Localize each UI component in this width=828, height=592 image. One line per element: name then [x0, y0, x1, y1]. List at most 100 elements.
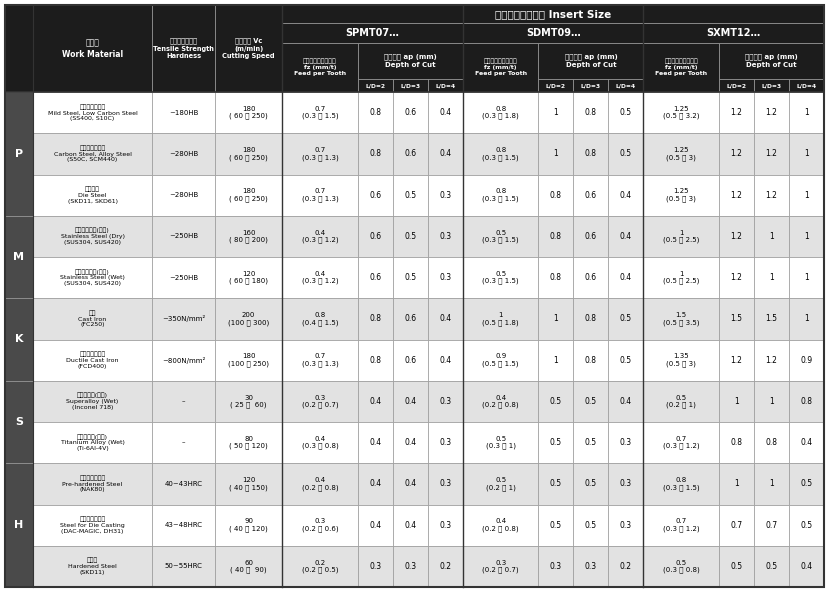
Bar — [152, 215, 214, 257]
Bar — [608, 298, 643, 339]
Bar — [753, 504, 788, 546]
Bar — [718, 546, 753, 587]
Text: 0.8: 0.8 — [369, 108, 381, 117]
Text: ~180HB: ~180HB — [169, 110, 198, 115]
Bar — [427, 339, 462, 381]
Text: 0.9: 0.9 — [800, 356, 811, 365]
Text: 1
(0.5 〜 1.8): 1 (0.5 〜 1.8) — [482, 312, 518, 326]
Text: L/D=3: L/D=3 — [400, 83, 420, 88]
Text: 0.8: 0.8 — [585, 108, 596, 117]
Text: 切削速度 Vc
(m/min)
Cutting Speed: 切削速度 Vc (m/min) Cutting Speed — [222, 38, 275, 59]
Bar — [608, 92, 643, 133]
Text: ~280HB: ~280HB — [169, 192, 198, 198]
Bar — [753, 546, 788, 587]
Bar — [788, 339, 823, 381]
Bar — [32, 175, 152, 215]
Text: 0.3: 0.3 — [439, 191, 451, 200]
Text: 0.4: 0.4 — [404, 438, 416, 447]
Text: 0.5: 0.5 — [764, 562, 777, 571]
Text: 引張強さ・硬さ
Tensile Strength
Hardness: 引張強さ・硬さ Tensile Strength Hardness — [153, 38, 214, 59]
Text: ~280HB: ~280HB — [169, 151, 198, 157]
Bar — [573, 381, 608, 422]
Bar — [537, 257, 573, 298]
Bar — [462, 133, 537, 175]
Text: 1.35
(0.5 〜 3): 1.35 (0.5 〜 3) — [666, 353, 696, 367]
Bar — [608, 422, 643, 464]
Text: 0.4: 0.4 — [404, 480, 416, 488]
Text: 1: 1 — [803, 314, 808, 323]
Bar — [5, 298, 32, 339]
Bar — [5, 92, 32, 133]
Bar — [537, 546, 573, 587]
Text: 0.4: 0.4 — [404, 397, 416, 406]
Bar — [427, 257, 462, 298]
Text: 0.5: 0.5 — [584, 397, 596, 406]
Text: 0.4
(0.2 〜 0.8): 0.4 (0.2 〜 0.8) — [301, 477, 338, 491]
Text: 0.8
(0.3 〜 1.8): 0.8 (0.3 〜 1.8) — [482, 106, 518, 120]
Text: 1: 1 — [734, 397, 738, 406]
Text: 1
(0.5 〜 2.5): 1 (0.5 〜 2.5) — [662, 230, 699, 243]
Text: 切込深さ ap (mm)
Depth of Cut: 切込深さ ap (mm) Depth of Cut — [744, 54, 797, 68]
Bar — [788, 422, 823, 464]
Text: 0.8: 0.8 — [729, 438, 742, 447]
Bar — [358, 464, 392, 504]
Bar — [152, 504, 214, 546]
Text: 0.8: 0.8 — [585, 356, 596, 365]
Text: 200
(100 〜 300): 200 (100 〜 300) — [228, 312, 269, 326]
Text: 1: 1 — [803, 108, 808, 117]
Text: プリハードン鉰
Pre-hardened Steel
(NAK80): プリハードン鉰 Pre-hardened Steel (NAK80) — [62, 475, 123, 493]
Text: 0.2
(0.2 〜 0.5): 0.2 (0.2 〜 0.5) — [301, 559, 338, 573]
Bar — [282, 464, 358, 504]
Text: 1.2: 1.2 — [729, 149, 742, 159]
Bar — [462, 339, 537, 381]
Text: 1: 1 — [768, 273, 773, 282]
Text: 1.2: 1.2 — [764, 191, 777, 200]
Bar — [788, 381, 823, 422]
Bar — [537, 43, 643, 79]
Text: –: – — [182, 398, 185, 404]
Bar — [427, 133, 462, 175]
Bar — [392, 215, 427, 257]
Text: L/D=2: L/D=2 — [546, 83, 566, 88]
Bar — [392, 464, 427, 504]
Text: 0.4: 0.4 — [368, 480, 381, 488]
Text: 1.2: 1.2 — [729, 191, 742, 200]
Bar — [537, 79, 573, 92]
Text: 0.3: 0.3 — [439, 438, 451, 447]
Text: 0.5
(0.3 〜 1): 0.5 (0.3 〜 1) — [485, 436, 515, 449]
Bar — [282, 298, 358, 339]
Text: 0.8
(0.3 〜 1.5): 0.8 (0.3 〜 1.5) — [482, 188, 518, 202]
Text: 0.3: 0.3 — [549, 562, 561, 571]
Bar — [753, 339, 788, 381]
Text: ダイカスト用鉰
Steel for Die Casting
(DAC-MAGIC, DH31): ダイカスト用鉰 Steel for Die Casting (DAC-MAGIC… — [60, 517, 125, 534]
Bar — [788, 92, 823, 133]
Text: ステンレス鉰(湿式)
Stainless Steel (Wet)
(SUS304, SUS420): ステンレス鉰(湿式) Stainless Steel (Wet) (SUS304… — [60, 269, 125, 286]
Bar — [608, 504, 643, 546]
Bar — [462, 257, 537, 298]
Text: L/D=2: L/D=2 — [725, 83, 745, 88]
Bar — [392, 381, 427, 422]
Bar — [608, 175, 643, 215]
Bar — [282, 381, 358, 422]
Text: 0.5
(0.3 〜 1.5): 0.5 (0.3 〜 1.5) — [482, 271, 518, 284]
Bar — [5, 92, 32, 215]
Bar — [753, 79, 788, 92]
Bar — [718, 464, 753, 504]
Text: 1.2: 1.2 — [764, 356, 777, 365]
Bar — [788, 298, 823, 339]
Bar — [537, 339, 573, 381]
Text: 160
( 80 〜 200): 160 ( 80 〜 200) — [229, 230, 267, 243]
Bar — [718, 215, 753, 257]
Bar — [608, 79, 643, 92]
Bar — [788, 175, 823, 215]
Bar — [358, 381, 392, 422]
Text: 0.8: 0.8 — [585, 149, 596, 159]
Bar — [282, 546, 358, 587]
Bar — [214, 257, 282, 298]
Bar — [152, 546, 214, 587]
Bar — [32, 298, 152, 339]
Bar — [358, 43, 462, 79]
Text: 切込深さ ap (mm)
Depth of Cut: 切込深さ ap (mm) Depth of Cut — [564, 54, 617, 68]
Text: 0.3
(0.2 〜 0.7): 0.3 (0.2 〜 0.7) — [301, 395, 338, 408]
Bar — [537, 504, 573, 546]
